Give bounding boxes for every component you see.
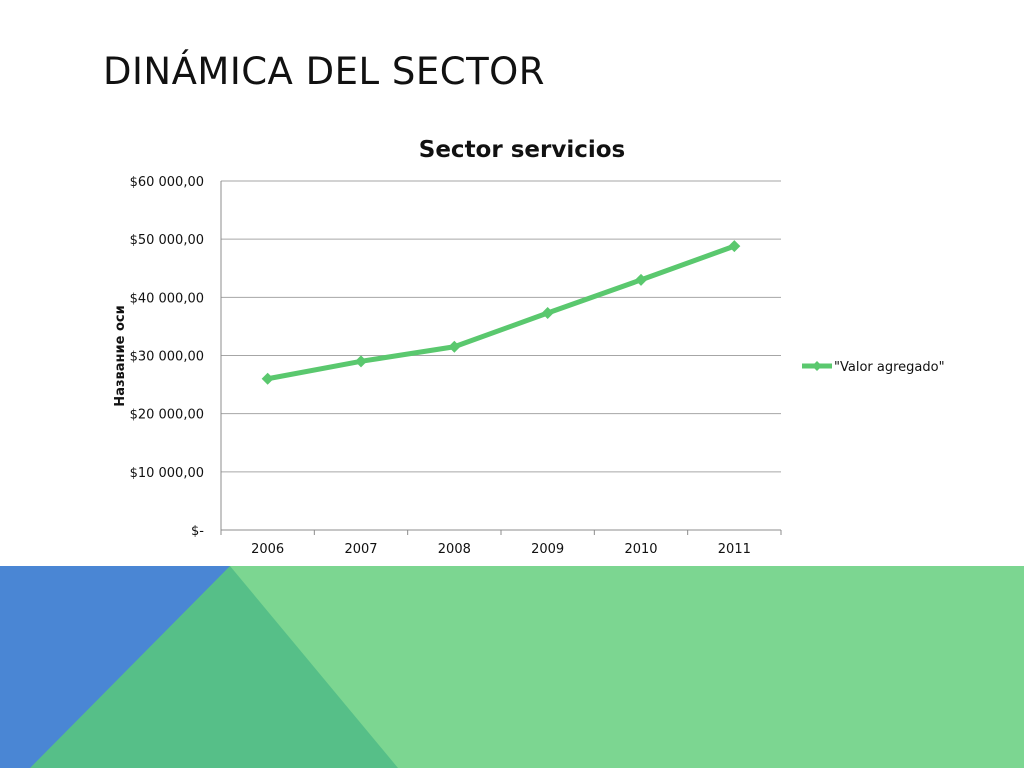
data-point-marker <box>355 355 367 368</box>
data-point-marker <box>541 307 554 320</box>
x-tick-label: 2010 <box>624 542 657 557</box>
data-point-marker <box>448 340 461 353</box>
x-tick-label: 2008 <box>438 542 471 557</box>
y-tick-label: $30 000,00 <box>130 350 204 365</box>
y-tick-label: $- <box>191 524 204 539</box>
data-point-marker <box>261 372 274 385</box>
x-tick-label: 2009 <box>531 542 564 557</box>
y-tick-label: $20 000,00 <box>130 408 204 423</box>
y-axis-title: Название оси <box>113 305 128 406</box>
x-tick-label: 2007 <box>344 542 377 557</box>
legend: "Valor agregado" <box>802 360 945 375</box>
series-line <box>265 243 737 382</box>
legend-label: "Valor agregado" <box>834 360 945 375</box>
y-tick-label: $60 000,00 <box>130 175 204 190</box>
y-tick-label: $40 000,00 <box>130 291 204 306</box>
x-tick-label: 2011 <box>718 542 751 557</box>
y-tick-label: $50 000,00 <box>130 233 204 248</box>
x-axis-tick-labels: 2006 2007 2008 2009 2010 2011 <box>251 542 751 557</box>
footer-decoration <box>0 566 1024 768</box>
data-point-marker <box>728 240 741 253</box>
footer-blue-shape <box>0 566 230 768</box>
line-chart: Sector servicios $-$10 000,00$20 000,00$… <box>113 137 945 557</box>
y-tick-label: $10 000,00 <box>130 466 204 481</box>
series-lines <box>261 240 741 385</box>
data-point-marker <box>635 273 647 286</box>
gridlines <box>220 180 782 535</box>
x-tick-label: 2006 <box>251 542 284 557</box>
y-axis-tick-labels: $- $10 000,00 $20 000,00 $30 000,00 $40 000,… <box>130 175 205 539</box>
legend-marker <box>812 361 822 371</box>
chart-title: Sector servicios <box>419 137 625 163</box>
slide-title: DINÁMICA DEL SECTOR <box>103 50 546 93</box>
